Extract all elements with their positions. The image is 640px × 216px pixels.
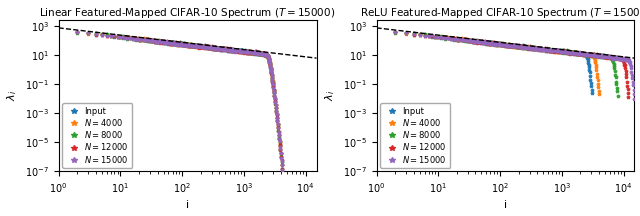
Title: ReLU Featured-Mapped CIFAR-10 Spectrum ($T = 15000$): ReLU Featured-Mapped CIFAR-10 Spectrum (… <box>360 6 640 20</box>
Legend: Input, $N = 4000$, $N = 8000$, $N = 12000$, $N = 15000$: Input, $N = 4000$, $N = 8000$, $N = 1200… <box>62 103 132 168</box>
Legend: Input, $N = 4000$, $N = 8000$, $N = 12000$, $N = 15000$: Input, $N = 4000$, $N = 8000$, $N = 1200… <box>380 103 451 168</box>
X-axis label: i: i <box>504 200 507 210</box>
Y-axis label: $\lambda_i$: $\lambda_i$ <box>6 90 19 101</box>
X-axis label: i: i <box>186 200 189 210</box>
Y-axis label: $\lambda_i$: $\lambda_i$ <box>323 90 337 101</box>
Title: Linear Featured-Mapped CIFAR-10 Spectrum ($T = 15000$): Linear Featured-Mapped CIFAR-10 Spectrum… <box>40 6 336 20</box>
